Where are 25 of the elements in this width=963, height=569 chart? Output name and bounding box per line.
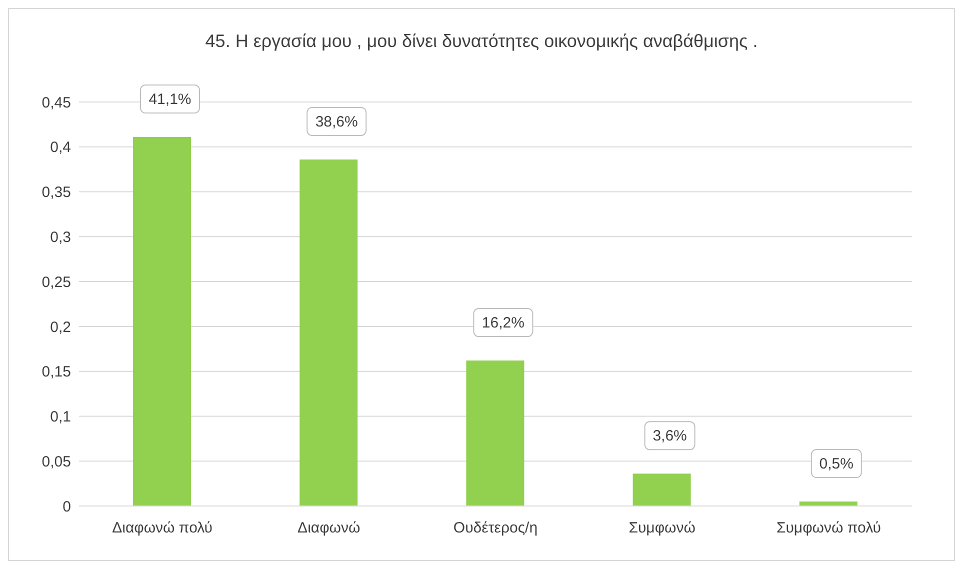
x-tick-label: Ουδέτερος/η [453,520,538,537]
y-tick-label: 0,35 [42,184,71,202]
y-tick-label: 0 [62,498,71,516]
chart-title: 45. Η εργασία μου , μου δίνει δυνατότητες οικονομικής αναβάθμισης . [204,30,759,52]
y-tick-label: 0,1 [50,408,71,426]
bar [466,360,524,506]
y-tick-label: 0,15 [42,364,71,381]
bar [133,137,191,506]
x-tick-label: Διαφωνώ [298,520,361,537]
bar [632,474,691,506]
data-label: 0,5% [819,456,854,473]
y-tick-label: 0,45 [42,94,71,112]
data-label: 3,6% [652,428,687,445]
y-tick-label: 0,05 [42,453,71,470]
data-label: 38,6% [315,113,358,130]
y-tick-label: 0,3 [50,228,71,246]
x-tick-label: Συμφωνώ [628,520,696,537]
y-tick-label: 0,25 [42,274,71,291]
bar [300,159,358,506]
y-tick-label: 0,2 [50,318,71,336]
y-tick-label: 0,4 [50,139,71,156]
data-label: 41,1% [148,91,192,108]
x-tick-label: Συμφωνώ πολύ [776,520,881,537]
data-label: 16,2% [482,314,524,332]
x-tick-label: Διαφωνώ πολύ [112,520,212,537]
